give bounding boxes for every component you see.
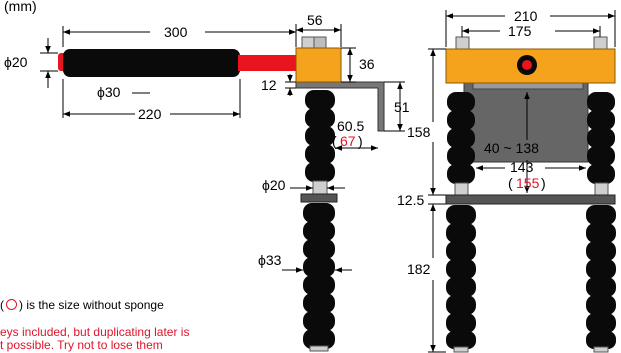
- upper-sponge-stack: [305, 90, 335, 182]
- dim-handle-total: 300: [164, 24, 188, 40]
- handle-side-view: [58, 49, 296, 77]
- dim-rod-spacing: 175: [508, 23, 532, 39]
- upper-rod-exposed: [312, 180, 328, 195]
- unit-label: (mm): [4, 0, 37, 14]
- lower-bar-side: [300, 193, 338, 203]
- dim-total-width: 210: [514, 8, 538, 24]
- dim-clamp-range: 40 ~ 138: [484, 140, 539, 156]
- head-post-left: [301, 36, 315, 50]
- dim-hook-height: 51: [394, 99, 410, 115]
- dim-lower-rod-diameter: ϕ33: [258, 252, 282, 268]
- head-post-right: [313, 36, 327, 50]
- sponge-size-note: () is the size without sponge: [0, 298, 164, 312]
- head-block: [295, 47, 342, 83]
- dim-head-width: 56: [307, 12, 323, 28]
- bottom-cap-side: [309, 345, 329, 352]
- dim-hook-reach: 60.5: [337, 118, 364, 134]
- lock-side-view: [295, 36, 385, 352]
- dim-inner-width: 143: [510, 159, 534, 175]
- front-post-right: [593, 36, 608, 51]
- circle-icon: [6, 299, 17, 310]
- front-lower-sponges: [446, 205, 616, 349]
- dim-shaft-diameter: ϕ20: [4, 54, 28, 70]
- front-post-left: [455, 36, 470, 51]
- keys-note: eys included, but duplicating later is t…: [0, 325, 190, 352]
- dim-hook-reach-paren-open: (: [332, 133, 337, 149]
- shaft: [238, 55, 296, 71]
- dim-upper-height: 158: [407, 124, 431, 140]
- grip: [63, 49, 240, 77]
- front-lower-bar: [445, 194, 616, 205]
- dim-grip-diameter: ϕ30: [97, 84, 121, 100]
- dim-hook-reach-paren-close: ): [358, 133, 363, 149]
- dim-inner-paren-close: ): [541, 175, 546, 191]
- dim-inner-paren-open: (: [508, 175, 513, 191]
- lock-front-view: [445, 36, 616, 353]
- dimension-lines: [40, 10, 616, 353]
- front-upper-sponges: [447, 92, 615, 184]
- dim-plate-thickness: 12: [261, 77, 277, 93]
- dim-inner-width-no-sponge: 155: [516, 175, 540, 191]
- dim-head-height: 36: [359, 56, 375, 72]
- dim-bar-thickness: 12.5: [397, 192, 424, 208]
- dim-grip-length: 220: [138, 106, 162, 122]
- lower-sponge-stack: [303, 203, 335, 349]
- dim-hook-reach-no-sponge: 67: [340, 133, 356, 149]
- dim-upper-rod-diameter: ϕ20: [262, 177, 286, 193]
- dim-lower-height: 182: [407, 261, 431, 277]
